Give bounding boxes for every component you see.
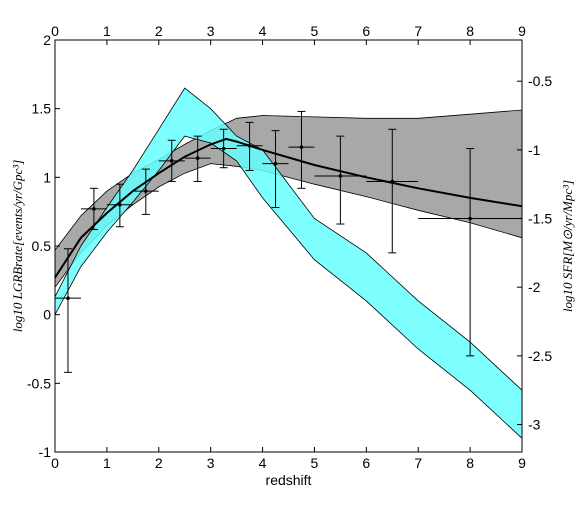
data-point	[55, 248, 81, 373]
x-tick-label-bottom: 9	[518, 455, 526, 471]
data-point	[418, 147, 522, 357]
x-tick-label-top: 5	[311, 23, 319, 39]
data-point	[236, 121, 263, 171]
data-point	[184, 135, 211, 182]
x-tick-label-top: 3	[207, 23, 215, 39]
x-tick-label-bottom: 1	[103, 455, 111, 471]
y-tick-label-right: -2	[528, 279, 541, 295]
axes-layer: 0 0 1 1 2 2 3 3 4 4 5 5 6 6 7 7 8 8 9 9 -1 -0.5 0 0.5 1 1.5 2 -3 -2.…	[27, 23, 552, 471]
lines-layer	[54, 137, 523, 279]
x-tick-label-top: 8	[466, 23, 474, 39]
bands-layer	[54, 87, 523, 440]
x-tick-label-top: 9	[518, 23, 526, 39]
point-marker	[118, 203, 122, 207]
point-marker	[92, 207, 96, 211]
x-tick-label-bottom: 4	[259, 455, 267, 471]
point-marker	[273, 161, 278, 166]
y-tick-label-left: 2	[43, 32, 51, 48]
data-point	[158, 139, 185, 182]
x-tick-label-bottom: 8	[466, 455, 474, 471]
y-axis-label-left: log10 LGRBrate[events/yr/Gpc³]	[10, 160, 25, 333]
x-tick-label-bottom: 5	[311, 455, 319, 471]
x-tick-label-bottom: 3	[207, 455, 215, 471]
point-marker	[66, 296, 70, 300]
x-tick-label-top: 0	[51, 23, 59, 39]
x-tick-label-bottom: 7	[414, 455, 422, 471]
point-marker	[468, 216, 472, 221]
data-point	[80, 187, 107, 231]
x-tick-label-bottom: 0	[51, 455, 59, 471]
data-point	[288, 110, 315, 189]
y-tick-label-right: -1.5	[528, 211, 552, 227]
y-tick-label-right: -2.5	[528, 348, 552, 364]
data-point	[262, 130, 289, 209]
data-point	[132, 168, 159, 215]
points-layer	[55, 110, 522, 373]
x-tick-label-top: 1	[103, 23, 111, 39]
y-tick-label-right: -0.5	[528, 73, 552, 89]
plot-frame	[54, 39, 523, 453]
data-point	[366, 128, 419, 254]
y-tick-label-left: 1	[43, 169, 51, 185]
data-point	[106, 183, 133, 228]
model-line	[54, 137, 523, 279]
y-tick-label-left: 0	[43, 307, 51, 323]
point-marker	[390, 179, 395, 184]
y-tick-label-left: 1.5	[32, 101, 52, 117]
y-tick-label-left: -1	[39, 444, 52, 460]
point-marker	[299, 145, 304, 149]
x-tick-label-top: 2	[155, 23, 163, 39]
data-point	[210, 128, 237, 169]
point-marker	[247, 143, 252, 148]
point-marker	[169, 159, 174, 163]
y-tick-label-left: -0.5	[27, 375, 51, 391]
data-point	[314, 135, 367, 225]
x-axis-label: redshift	[266, 472, 312, 488]
y-tick-label-right: -3	[528, 417, 541, 433]
point-marker	[144, 189, 148, 193]
x-tick-label-bottom: 2	[155, 455, 163, 471]
point-marker	[338, 174, 343, 178]
x-tick-label-top: 6	[362, 23, 370, 39]
point-marker	[195, 156, 200, 160]
y-axis-label-right: log10 SFR[M⊙/yr/Mpc³]	[560, 180, 575, 312]
x-tick-label-top: 7	[414, 23, 422, 39]
x-tick-label-top: 4	[259, 23, 267, 39]
point-marker	[221, 146, 226, 151]
y-tick-label-right: -1	[528, 142, 541, 158]
y-tick-label-left: 0.5	[32, 238, 52, 254]
x-tick-label-bottom: 6	[362, 455, 370, 471]
